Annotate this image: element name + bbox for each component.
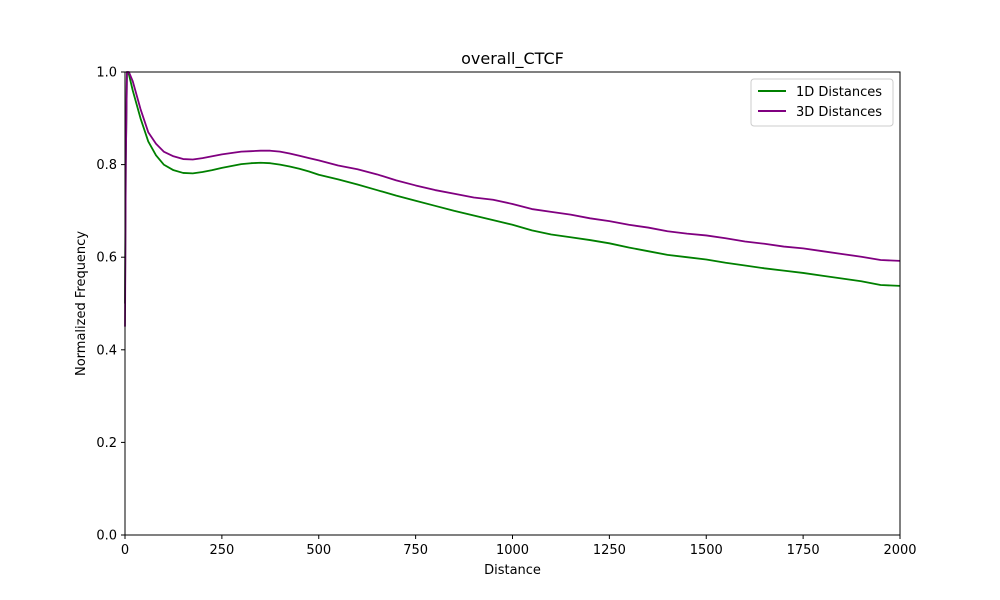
y-axis-label: Normalized Frequency: [74, 231, 89, 376]
y-tick-label: 0.2: [96, 436, 117, 451]
x-axis-label: Distance: [484, 563, 541, 578]
x-tick-label: 1000: [496, 543, 529, 558]
plot-frame: [124, 71, 901, 536]
x-axis: 0 250 500 750 1000 1250 1500 1750 2000: [121, 535, 917, 558]
legend-label-1d: 1D Distances: [796, 85, 882, 100]
x-tick-label: 750: [403, 543, 428, 558]
x-tick-label: 250: [209, 543, 234, 558]
x-tick-label: 1500: [690, 543, 723, 558]
x-tick-label: 500: [306, 543, 331, 558]
y-tick-label: 0.0: [96, 529, 117, 544]
x-tick-label: 2000: [883, 543, 916, 558]
y-tick-label: 1.0: [96, 66, 117, 81]
legend-box: [750, 78, 894, 127]
legend: 1D Distances 3D Distances: [750, 78, 894, 127]
series-line-1d: [124, 71, 901, 304]
x-tick-label: 1750: [787, 543, 820, 558]
plot-area: [124, 71, 901, 327]
y-tick-label: 0.4: [96, 343, 117, 358]
series-line-3d: [124, 71, 901, 327]
y-axis: 0.0 0.2 0.4 0.6 0.8 1.0: [96, 66, 125, 544]
legend-label-3d: 3D Distances: [796, 105, 882, 120]
y-tick-label: 0.8: [96, 158, 117, 173]
chart-title: overall_CTCF: [461, 49, 564, 69]
x-tick-label: 1250: [593, 543, 626, 558]
x-tick-label: 0: [121, 543, 129, 558]
y-tick-label: 0.6: [96, 251, 117, 266]
